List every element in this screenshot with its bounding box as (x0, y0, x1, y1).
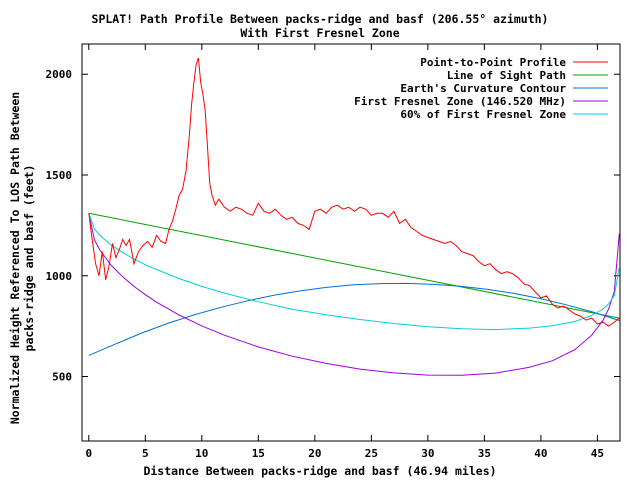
series-line-2 (88, 282, 620, 356)
y-tick-label: 500 (52, 371, 72, 384)
chart-title: SPLAT! Path Profile Between packs-ridge … (91, 12, 549, 26)
plot-frame (81, 43, 621, 442)
series-line-3 (88, 213, 620, 376)
x-tick-label: 25 (365, 447, 378, 460)
x-tick-label: 10 (195, 447, 208, 460)
x-tick-label: 40 (534, 447, 547, 460)
legend-label: First Fresnel Zone (146.520 MHz) (354, 95, 566, 108)
axis-ticks: 0 5 10 15 20 25 30 35 40 45 500 1000 1500 2000 (46, 44, 620, 460)
y-axis-label-line1: Normalized Height Referenced To LOS Path… (8, 91, 22, 425)
legend-label: 60% of First Fresnel Zone (400, 108, 566, 121)
series-line-0 (88, 57, 620, 327)
legend-label: Line of Sight Path (447, 69, 566, 82)
y-tick-label: 1000 (46, 270, 73, 283)
y-tick-label: 2000 (46, 68, 73, 81)
series-line-4 (88, 213, 620, 331)
x-tick-label: 15 (252, 447, 265, 460)
legend-label: Point-to-Point Profile (420, 56, 566, 69)
x-tick-label: 45 (591, 447, 604, 460)
series-line-1 (88, 212, 620, 319)
legend-label: Earth's Curvature Contour (400, 82, 566, 95)
x-tick-label: 0 (85, 447, 92, 460)
x-tick-label: 35 (478, 447, 491, 460)
x-axis-label: Distance Between packs-ridge and basf (4… (143, 464, 497, 478)
chart-subtitle: With First Fresnel Zone (240, 26, 400, 40)
x-tick-label: 5 (142, 447, 149, 460)
y-axis-label-line2: packs-ridge and basf (feet) (22, 164, 36, 352)
x-tick-label: 20 (308, 447, 321, 460)
x-tick-label: 30 (421, 447, 434, 460)
series-layer (88, 57, 620, 376)
y-tick-label: 1500 (46, 169, 73, 182)
y-axis-label: Normalized Height Referenced To LOS Path… (8, 78, 40, 438)
